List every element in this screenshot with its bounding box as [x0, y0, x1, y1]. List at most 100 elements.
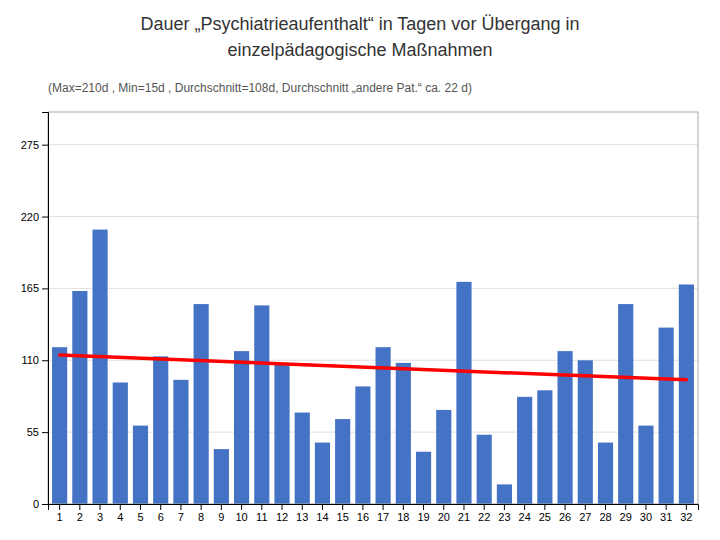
tick-mark	[42, 288, 48, 289]
bar	[598, 443, 613, 504]
tick-label: 30	[640, 511, 652, 523]
tick: 23	[498, 504, 510, 523]
tick-mark	[140, 504, 141, 510]
title: einzelpädagogische Maßnahmen	[227, 40, 492, 60]
tick-mark	[504, 504, 505, 510]
bar	[194, 304, 209, 504]
tick-mark	[241, 504, 242, 510]
tick-label: 110	[21, 354, 39, 366]
bar	[638, 426, 653, 504]
tick: 19	[417, 504, 429, 523]
tick: 1	[57, 504, 63, 523]
tick-mark	[302, 504, 303, 510]
tick: 0	[33, 498, 48, 510]
bar	[659, 328, 674, 504]
tick: 18	[397, 504, 409, 523]
tick: 14	[316, 504, 328, 523]
tick: 28	[599, 504, 611, 523]
tick-mark	[42, 360, 48, 361]
y-axis: 0 55 110 165 220 275	[21, 113, 49, 511]
tick-mark	[42, 432, 48, 433]
bar	[679, 284, 694, 504]
bar	[234, 351, 249, 504]
tick: 5	[137, 504, 143, 523]
x-axis: 1234567891011121314151617181920212223242…	[49, 504, 699, 523]
marks	[52, 230, 694, 504]
tick: 8	[198, 504, 204, 523]
chart: Dauer „Psychiatrieaufenthalt“ in Tagen v…	[0, 0, 720, 540]
tick: 13	[296, 504, 308, 523]
bar	[254, 305, 269, 504]
tick: 16	[357, 504, 369, 523]
tick: 20	[438, 504, 450, 523]
bar	[537, 390, 552, 504]
bar	[618, 304, 633, 504]
grid-line	[48, 216, 698, 217]
tick-label: 165	[21, 282, 39, 294]
tick-label: 5	[137, 511, 143, 523]
tick-mark	[423, 504, 424, 510]
tick-mark	[524, 504, 525, 510]
tick-mark	[544, 504, 545, 510]
tick-label: 11	[256, 511, 267, 523]
tick-mark	[282, 504, 283, 510]
tick: 15	[337, 504, 349, 523]
tick-label: 28	[599, 511, 611, 523]
tick-mark	[585, 504, 586, 510]
tick-label: 23	[498, 511, 510, 523]
tick-mark	[79, 504, 80, 510]
tick-mark	[605, 504, 606, 510]
plot: 0551101652202751234567891011121314151617…	[21, 112, 699, 523]
tick-mark	[645, 504, 646, 510]
tick-mark	[403, 504, 404, 510]
bar	[92, 230, 107, 504]
tick-mark	[362, 504, 363, 510]
bar	[456, 282, 471, 504]
tick-mark	[565, 504, 566, 510]
tick: 220	[21, 211, 48, 223]
tick-mark	[160, 504, 161, 510]
tick-label: 55	[27, 426, 39, 438]
bar	[214, 449, 229, 504]
tick-label: 24	[519, 511, 531, 523]
tick-mark	[100, 504, 101, 510]
tick: 275	[21, 139, 48, 151]
tick-mark	[42, 145, 48, 146]
tick: 29	[620, 504, 632, 523]
bar	[52, 347, 67, 504]
tick-label: 19	[417, 511, 429, 523]
tick: 25	[539, 504, 551, 523]
bar	[113, 382, 128, 504]
bar	[477, 435, 492, 504]
tick-mark	[221, 504, 222, 510]
tick-label: 26	[559, 511, 571, 523]
tick: 32	[680, 504, 692, 523]
tick-label: 20	[438, 511, 450, 523]
tick: 27	[579, 504, 591, 523]
tick-label: 3	[97, 511, 103, 523]
grid-line	[48, 144, 698, 145]
tick-label: 18	[397, 511, 409, 523]
axis-line	[42, 113, 49, 505]
grid-line	[48, 288, 698, 289]
tick: 12	[276, 504, 288, 523]
trend-line	[60, 355, 687, 380]
bar	[133, 426, 148, 504]
tick-mark	[443, 504, 444, 510]
tick-mark	[463, 504, 464, 510]
tick-mark	[666, 504, 667, 510]
tick-mark	[59, 504, 60, 510]
tick-mark	[261, 504, 262, 510]
tick-mark	[625, 504, 626, 510]
bar	[376, 347, 391, 504]
tick: 30	[640, 504, 652, 523]
bar	[274, 363, 289, 504]
bar	[396, 363, 411, 504]
tick: 11	[256, 504, 267, 523]
tick-label: 275	[21, 139, 39, 151]
tick-label: 220	[21, 211, 39, 223]
plot-frame	[48, 112, 698, 504]
tick-mark	[42, 504, 48, 505]
tick-label: 31	[660, 511, 672, 523]
tick-label: 2	[77, 511, 83, 523]
